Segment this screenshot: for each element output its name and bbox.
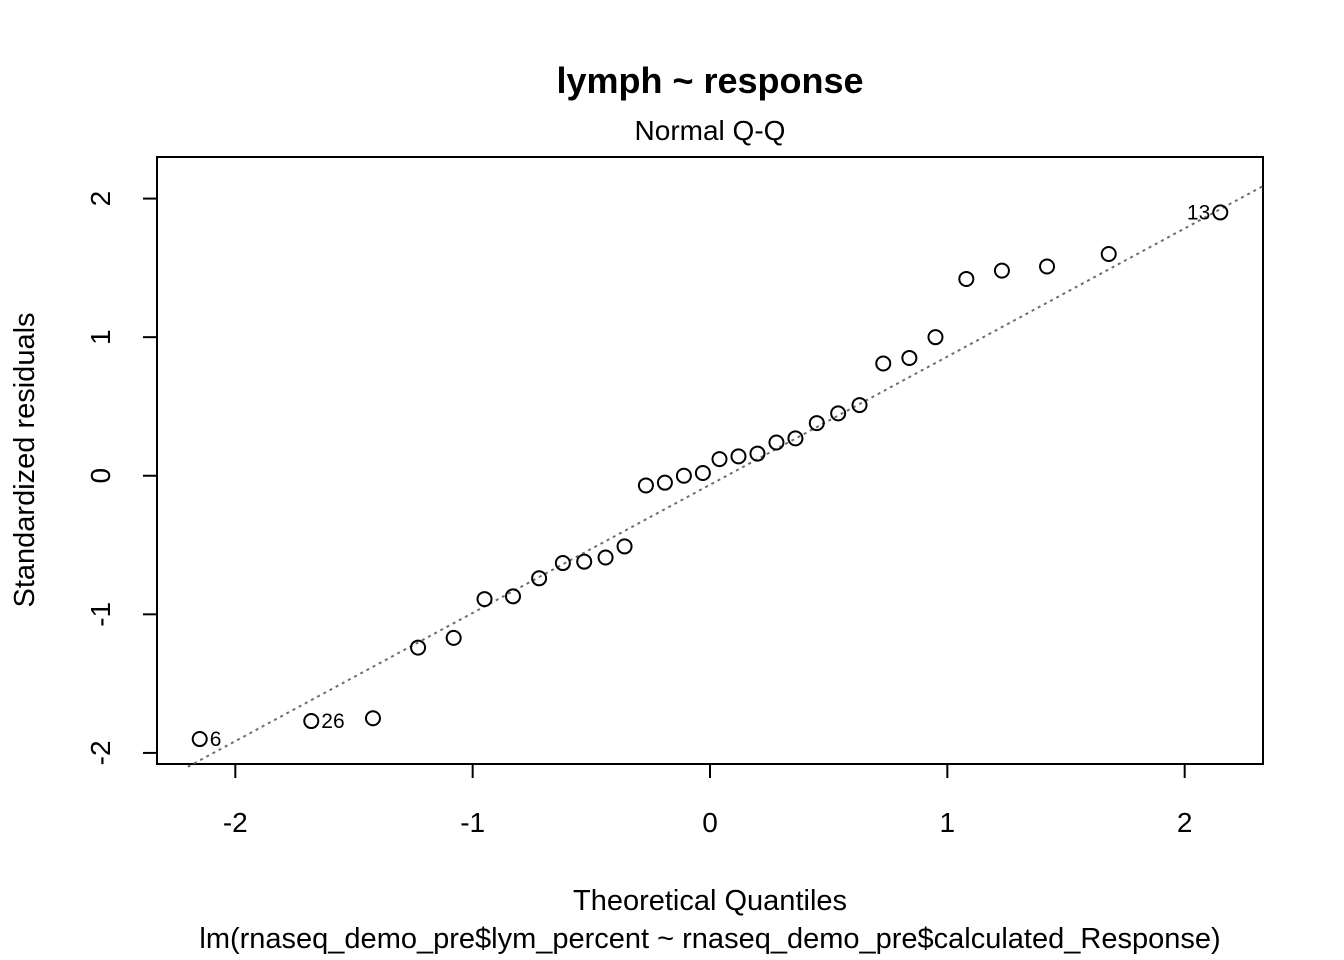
data-point — [531, 570, 548, 587]
data-point — [958, 270, 975, 287]
chart-subtitle: Normal Q-Q — [635, 115, 786, 146]
data-point — [694, 464, 711, 481]
data-points: 6 26 13 — [191, 201, 1229, 751]
point-label: 26 — [321, 710, 344, 733]
data-point — [851, 397, 868, 414]
data-point — [1039, 258, 1056, 275]
data-point — [993, 262, 1010, 279]
data-point — [656, 474, 673, 491]
x-axis: -2 -1 0 1 2 — [223, 764, 1193, 838]
data-point — [749, 445, 766, 462]
data-point — [830, 405, 847, 422]
data-point — [927, 329, 944, 346]
x-tick-label: -2 — [223, 807, 248, 838]
data-point — [875, 355, 892, 372]
x-tick-label: -1 — [460, 807, 485, 838]
data-point — [1212, 204, 1229, 221]
y-tick-label: 2 — [85, 191, 116, 207]
y-tick-label: 0 — [85, 468, 116, 484]
data-point — [787, 430, 804, 447]
y-tick-label: 1 — [85, 329, 116, 345]
y-tick-label: -2 — [85, 740, 116, 765]
y-tick-label: -1 — [85, 602, 116, 627]
plot-frame — [156, 156, 1264, 765]
data-point — [554, 555, 571, 572]
data-point — [616, 538, 633, 555]
x-tick-label: 1 — [940, 807, 956, 838]
data-point — [410, 639, 427, 656]
y-axis-label: Standardized residuals — [9, 312, 41, 607]
data-point — [730, 448, 747, 465]
data-point — [768, 434, 785, 451]
data-point — [476, 591, 493, 608]
chart-title: lymph ~ response — [556, 60, 863, 101]
data-point — [1100, 246, 1117, 263]
data-point — [303, 713, 320, 730]
data-point — [597, 549, 614, 566]
model-caption: lm(rnaseq_demo_pre$lym_percent ~ rnaseq_… — [199, 923, 1220, 955]
x-tick-label: 0 — [702, 807, 718, 838]
data-point — [808, 415, 825, 432]
data-point — [364, 710, 381, 727]
x-tick-label: 2 — [1177, 807, 1193, 838]
data-point — [576, 553, 593, 570]
data-point — [901, 349, 918, 366]
data-point — [505, 588, 522, 605]
y-axis: -2 -1 0 1 2 — [85, 191, 157, 765]
point-label: 6 — [210, 728, 222, 751]
point-label: 13 — [1187, 201, 1210, 224]
x-axis-label: Theoretical Quantiles — [573, 885, 847, 917]
data-point — [445, 629, 462, 646]
reference-line — [187, 185, 1264, 768]
data-point — [191, 731, 208, 748]
data-point — [637, 477, 654, 494]
data-point — [711, 451, 728, 468]
data-point — [675, 467, 692, 484]
